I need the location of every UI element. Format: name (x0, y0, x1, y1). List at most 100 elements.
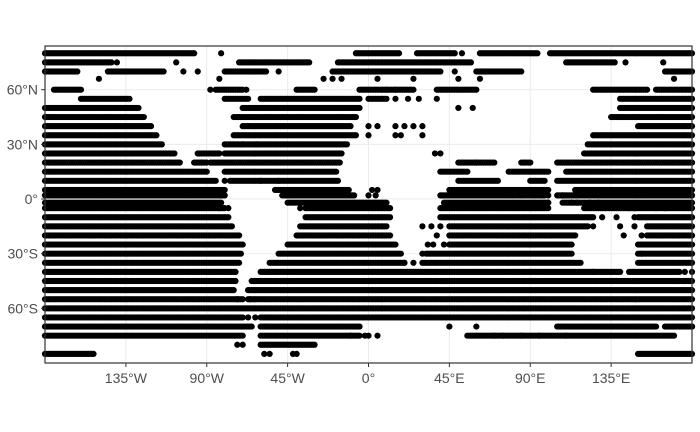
data-point (661, 205, 669, 212)
data-point (160, 68, 167, 75)
data-point (527, 159, 534, 166)
data-point (153, 132, 160, 139)
data-point (401, 123, 408, 130)
data-point (392, 241, 399, 248)
data-point (482, 68, 489, 75)
data-point (135, 104, 142, 112)
data-point (467, 59, 475, 66)
data-point (365, 132, 372, 139)
data-point (207, 159, 214, 166)
data-point (365, 123, 372, 130)
data-point (386, 205, 394, 212)
data-point (397, 132, 404, 139)
data-point (126, 95, 133, 102)
data-point (77, 86, 85, 93)
data-point (180, 68, 187, 75)
data-point (433, 232, 440, 239)
data-point (194, 68, 201, 75)
data-point (545, 192, 552, 199)
data-point (509, 192, 516, 199)
data-point (386, 232, 394, 239)
data-point (568, 199, 575, 206)
data-point (239, 141, 246, 148)
data-point (670, 75, 678, 82)
data-point (108, 59, 115, 66)
data-point (383, 223, 390, 230)
data-point (631, 205, 638, 212)
data-point (476, 75, 484, 82)
data-point (239, 241, 246, 248)
data-point (419, 132, 426, 139)
data-point (545, 199, 552, 206)
data-point (518, 68, 525, 75)
data-point (473, 159, 480, 166)
data-point (568, 241, 575, 248)
data-point (419, 223, 426, 230)
data-point (338, 75, 345, 82)
data-point (212, 177, 219, 184)
data-point (617, 223, 624, 230)
data-point (437, 150, 444, 157)
data-point (590, 214, 597, 221)
data-point (225, 214, 232, 221)
data-point (158, 141, 165, 148)
data-point (244, 95, 252, 102)
data-point (368, 186, 376, 194)
data-point (625, 205, 633, 212)
data-point (191, 50, 198, 57)
data-point (374, 186, 381, 194)
data-point (221, 186, 228, 194)
data-point (410, 86, 417, 93)
data-point (347, 123, 354, 130)
data-point (372, 192, 379, 199)
data-point (611, 59, 618, 66)
data-point (343, 141, 351, 148)
data-point (590, 223, 597, 230)
data-point (95, 75, 103, 82)
data-point (113, 59, 120, 66)
data-point (595, 199, 602, 206)
data-point (352, 113, 360, 121)
data-point (404, 95, 412, 102)
data-point (631, 223, 638, 230)
data-point (494, 177, 501, 184)
data-point (225, 205, 232, 212)
data-point (392, 95, 399, 102)
data-point (410, 75, 417, 82)
data-point (147, 123, 155, 130)
data-point (218, 50, 225, 57)
data-point (620, 232, 627, 239)
data-point (171, 150, 178, 157)
data-point (573, 199, 581, 206)
data-point (541, 177, 548, 184)
data-point (297, 205, 304, 212)
data-point (437, 223, 444, 230)
data-point (228, 223, 236, 230)
data-point (253, 141, 261, 148)
data-point (320, 75, 327, 82)
data-points (41, 50, 696, 357)
data-point (392, 86, 399, 93)
data-point (428, 223, 435, 230)
data-point (572, 232, 579, 239)
data-point (221, 192, 228, 199)
data-point (336, 159, 343, 166)
data-point (622, 59, 629, 66)
data-point (198, 159, 205, 166)
data-point (365, 192, 372, 199)
data-point (351, 192, 358, 199)
data-point (643, 86, 651, 93)
data-point (584, 223, 591, 230)
data-point (306, 59, 313, 66)
data-point (329, 75, 336, 82)
data-point (631, 214, 638, 221)
data-point (518, 192, 525, 199)
data-point (221, 177, 228, 184)
data-point (374, 123, 381, 130)
data-point (218, 199, 225, 206)
data-point (419, 123, 426, 130)
data-point (386, 214, 394, 221)
data-point (333, 168, 340, 175)
data-point (491, 159, 498, 166)
data-point (455, 75, 462, 82)
